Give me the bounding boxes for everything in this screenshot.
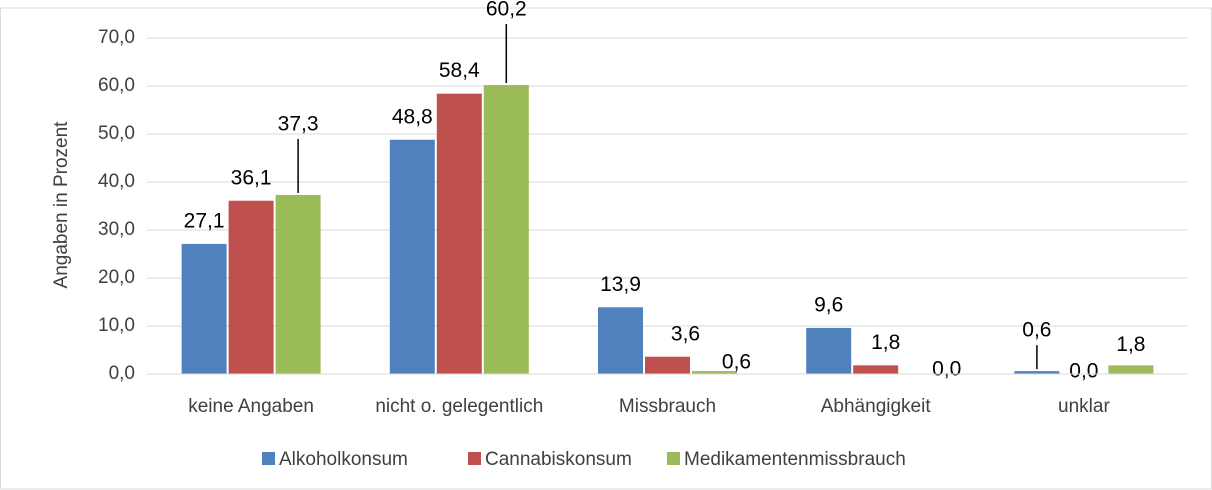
bar — [806, 327, 852, 374]
legend-label: Alkoholkonsum — [279, 449, 408, 470]
data-label: 48,8 — [392, 105, 433, 128]
bar — [853, 365, 899, 374]
y-tick-label: 40,0 — [98, 171, 135, 192]
legend-label: Medikamentenmissbrauch — [684, 449, 906, 470]
y-tick-label: 70,0 — [98, 27, 135, 48]
data-label: 0,0 — [1069, 360, 1098, 383]
y-tick-label: 0,0 — [109, 363, 135, 384]
y-tick-label: 10,0 — [98, 315, 135, 336]
data-label: 1,8 — [871, 331, 900, 354]
y-tick-label: 30,0 — [98, 219, 135, 240]
bar — [275, 194, 321, 374]
data-label: 0,0 — [932, 358, 961, 381]
x-tick-label: nicht o. gelegentlich — [375, 396, 543, 417]
x-tick-label: keine Angaben — [188, 396, 314, 417]
bar — [692, 371, 737, 374]
bar — [598, 307, 643, 374]
bar — [1108, 365, 1154, 374]
data-label: 27,1 — [184, 209, 225, 232]
bar — [389, 139, 435, 374]
data-label: 36,1 — [231, 166, 272, 189]
legend-label: Cannabiskonsum — [485, 449, 632, 470]
bar — [436, 93, 482, 375]
y-axis-label: Angaben in Prozent — [51, 121, 72, 289]
legend-swatch — [262, 452, 275, 465]
data-label: 1,8 — [1116, 333, 1145, 356]
data-label: 60,2 — [486, 0, 527, 21]
y-tick-label: 50,0 — [98, 123, 135, 144]
bar — [228, 200, 274, 374]
x-tick-label: unklar — [1058, 396, 1110, 417]
bar — [645, 356, 690, 374]
data-label: 0,6 — [1022, 319, 1051, 342]
bar — [1014, 371, 1060, 374]
data-label: 9,6 — [814, 293, 843, 316]
x-tick-label: Abhängigkeit — [821, 396, 932, 417]
bar — [483, 85, 529, 374]
x-tick-label: Missbrauch — [619, 396, 716, 417]
y-tick-label: 20,0 — [98, 267, 135, 288]
legend-swatch — [468, 452, 481, 465]
data-label: 13,9 — [600, 273, 641, 296]
data-label: 58,4 — [439, 59, 480, 82]
data-label: 3,6 — [671, 322, 700, 345]
bar — [181, 243, 227, 374]
legend-swatch — [667, 452, 680, 465]
data-label: 37,3 — [278, 113, 319, 136]
y-tick-label: 60,0 — [98, 75, 135, 96]
data-label: 0,6 — [722, 351, 751, 374]
